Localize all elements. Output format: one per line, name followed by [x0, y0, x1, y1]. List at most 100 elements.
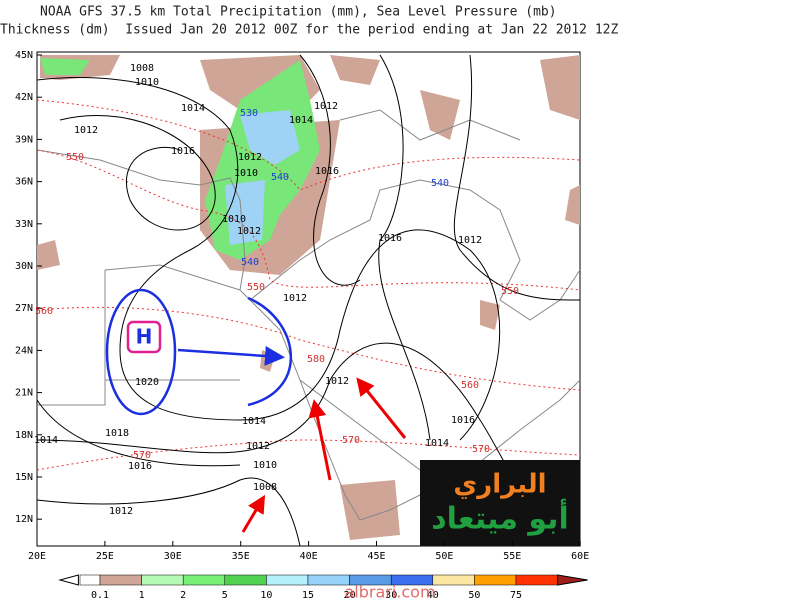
map-area: H 10081010101410121016550530101410121012… — [34, 51, 581, 547]
trough-line — [247, 296, 292, 407]
contour-label: 1008 — [253, 482, 277, 493]
legend-label: 40 — [427, 590, 439, 600]
contour-label: 1012 — [458, 235, 482, 246]
contour-labels: 1008101010141012101655053010141012101210… — [34, 63, 519, 517]
high-ellipse — [105, 288, 177, 416]
contour-label: 1014 — [34, 435, 58, 446]
lat-label: 15N — [15, 472, 33, 483]
contour-label: 540 — [431, 178, 449, 189]
watermark: albrari.com — [344, 583, 435, 601]
contour-label: 560 — [35, 306, 53, 317]
lat-label: 30N — [15, 261, 33, 272]
contour-label: 1016 — [128, 461, 152, 472]
lat-label: 42N — [15, 92, 33, 103]
legend-label: 1 — [139, 590, 145, 600]
legend-swatch — [224, 574, 267, 586]
lat-label: 45N — [15, 50, 33, 61]
lon-label: 20E — [28, 551, 46, 562]
title-line-1: NOAA GFS 37.5 km Total Precipitation (mm… — [40, 5, 557, 20]
lat-label: 24N — [15, 345, 33, 356]
lat-label: 39N — [15, 134, 33, 145]
contour-label: 1014 — [242, 416, 266, 427]
contour-label: 540 — [241, 257, 259, 268]
contour-label: 570 — [472, 444, 490, 455]
high-box — [126, 320, 162, 354]
title-line-2: Thickness (dm) Issued Jan 20 2012 00Z fo… — [0, 23, 618, 38]
legend-swatch — [307, 574, 350, 586]
contour-label: 1012 — [246, 441, 270, 452]
contour-label: 570 — [342, 435, 360, 446]
contour-label: 1008 — [130, 63, 154, 74]
legend-end — [557, 574, 588, 586]
contour-label: 550 — [66, 152, 84, 163]
contour-label: 570 — [133, 450, 151, 461]
logo-box — [420, 460, 580, 546]
legend-swatch — [182, 574, 226, 586]
legend: 0.1 1 2 5 10 15 20 30 40 50 75 — [58, 574, 588, 601]
legend-label: 0.1 — [91, 590, 109, 600]
axes: 45N 42N 39N 36N 33N 30N 27N 24N 21N 18N 15N 12N 20E 2… — [15, 50, 589, 562]
lat-label: 21N — [15, 388, 33, 399]
contour-label: 1010 — [135, 77, 159, 88]
lat-label: 33N — [15, 219, 33, 230]
legend-swatch — [99, 574, 142, 586]
legend-end — [58, 574, 79, 586]
legend-swatch — [141, 574, 184, 586]
contour-label: 1012 — [237, 226, 261, 237]
lon-label: 50E — [435, 551, 453, 562]
contour-label: 1012 — [314, 101, 338, 112]
lat-label: 18N — [15, 430, 33, 441]
contour-label: 1014 — [181, 103, 205, 114]
contour-label: 1012 — [238, 152, 262, 163]
contour-label: 1016 — [378, 233, 402, 244]
contour-label: 530 — [240, 108, 258, 119]
legend-label: 2 — [180, 590, 186, 600]
lat-label: 36N — [15, 177, 33, 188]
contour-label: 550 — [247, 282, 265, 293]
pressure-contours — [36, 54, 581, 547]
legend-swatch — [432, 574, 475, 586]
legend-label: 75 — [510, 590, 522, 600]
contour-label: 1016 — [451, 415, 475, 426]
contour-label: 1010 — [234, 168, 258, 179]
contour-label: 1016 — [171, 146, 195, 157]
contour-label: 580 — [307, 354, 325, 365]
red-arrows — [241, 377, 407, 533]
lon-label: 45E — [367, 551, 385, 562]
lat-label: 12N — [15, 514, 33, 525]
contour-label: 550 — [501, 286, 519, 297]
contour-label: 1020 — [135, 377, 159, 388]
legend-label: 15 — [302, 590, 314, 600]
lon-label: 30E — [164, 551, 182, 562]
legend-swatch — [79, 574, 101, 586]
legend-label: 20 — [344, 590, 356, 600]
logo-line-1: البراري — [453, 470, 546, 500]
contour-label: 1010 — [253, 460, 277, 471]
lon-label: 60E — [571, 551, 589, 562]
legend-label: 10 — [260, 590, 272, 600]
contour-label: 1012 — [109, 506, 133, 517]
contour-label: 1018 — [105, 428, 129, 439]
contour-label: 1010 — [222, 214, 246, 225]
blue-arrow — [177, 345, 285, 366]
contour-label: 560 — [461, 380, 479, 391]
lon-label: 40E — [300, 551, 318, 562]
contour-label: 1016 — [315, 166, 339, 177]
contour-label: 1014 — [289, 115, 313, 126]
lon-label: 25E — [96, 551, 114, 562]
lon-label: 55E — [503, 551, 521, 562]
legend-swatch — [474, 574, 517, 586]
high-label: H — [136, 325, 153, 349]
contour-label: 1012 — [325, 376, 349, 387]
lon-label: 35E — [232, 551, 250, 562]
logo-line-2: أبو ميتعاد — [431, 499, 568, 537]
contour-label: 540 — [271, 172, 289, 183]
contour-label: 1012 — [74, 125, 98, 136]
legend-label: 5 — [222, 590, 228, 600]
contour-label: 1012 — [283, 293, 307, 304]
legend-swatch — [515, 574, 558, 586]
precip-blue — [225, 110, 300, 245]
legend-label: 30 — [385, 590, 397, 600]
contour-label: 1014 — [425, 438, 449, 449]
